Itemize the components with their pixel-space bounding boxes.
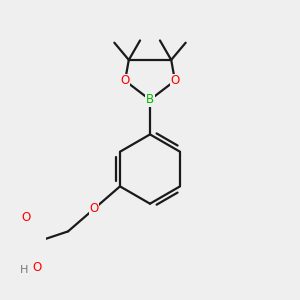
Text: O: O <box>89 202 99 215</box>
Text: H: H <box>20 265 28 275</box>
Text: O: O <box>120 74 130 87</box>
Text: O: O <box>32 261 41 274</box>
Text: B: B <box>146 93 154 106</box>
Text: O: O <box>170 74 180 87</box>
Text: O: O <box>22 211 31 224</box>
